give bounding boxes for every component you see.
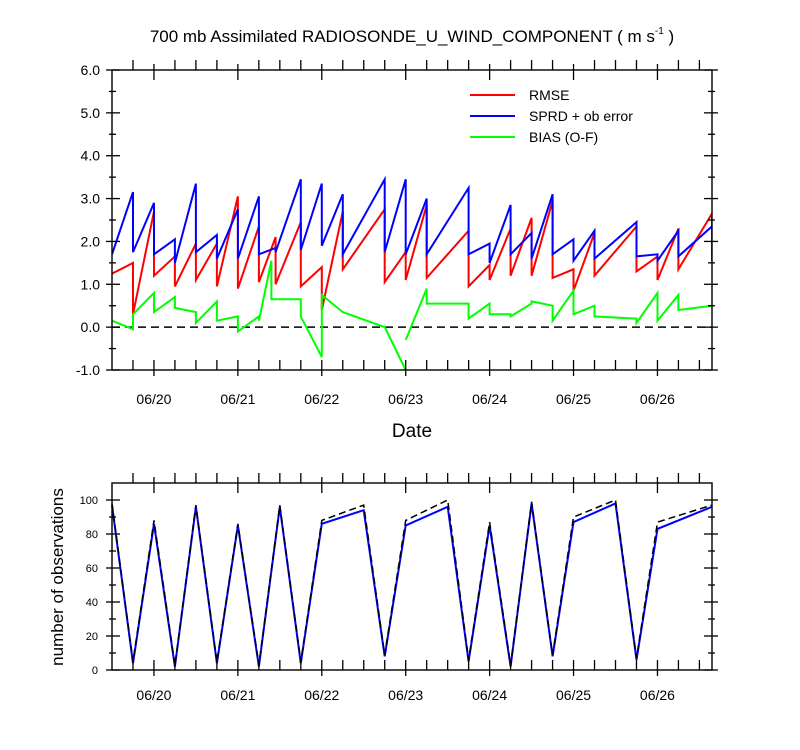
bottom-ytick-label: 20 bbox=[86, 631, 98, 643]
top-ytick-label: 2.0 bbox=[81, 233, 101, 249]
top-ytick-label: 5.0 bbox=[81, 105, 101, 121]
top-xtick-label: 06/25 bbox=[556, 391, 591, 407]
top-ytick-label: 6.0 bbox=[81, 62, 101, 78]
series-line-bias-o-f-part-2 bbox=[404, 287, 712, 341]
legend-label-bias-o-f: BIAS (O-F) bbox=[529, 129, 598, 145]
bottom-xtick-label: 06/24 bbox=[472, 687, 507, 703]
top-series-layer bbox=[112, 175, 712, 370]
top-x-tick-labels: 06/20 06/21 06/22 06/23 06/24 06/25 06/26 bbox=[136, 391, 675, 407]
top-ytick-label: 0.0 bbox=[81, 319, 101, 335]
series-line-sprd-ob-error bbox=[112, 175, 712, 264]
top-xtick-label: 06/24 bbox=[472, 391, 507, 407]
top-xtick-label: 06/26 bbox=[640, 391, 675, 407]
top-ytick-label: 4.0 bbox=[81, 148, 101, 164]
bottom-xtick-label: 06/26 bbox=[640, 687, 675, 703]
chart-title-main: 700 mb Assimilated RADIOSONDE_U_WIND_COM… bbox=[150, 27, 655, 46]
legend-label-rmse: RMSE bbox=[529, 87, 569, 103]
bottom-x-tick-labels: 06/20 06/21 06/22 06/23 06/24 06/25 06/26 bbox=[136, 687, 675, 703]
top-ytick-label: -1.0 bbox=[76, 362, 100, 378]
chart-title: 700 mb Assimilated RADIOSONDE_U_WIND_COM… bbox=[150, 26, 674, 46]
bottom-ytick-label: 0 bbox=[92, 665, 98, 677]
x-axis-label: Date bbox=[392, 421, 432, 442]
bottom-series-layer bbox=[111, 498, 713, 667]
series-line-bias-o-f-part-1 bbox=[112, 260, 407, 370]
top-xtick-label: 06/21 bbox=[220, 391, 255, 407]
bottom-xtick-label: 06/22 bbox=[304, 687, 339, 703]
top-y-tick-labels: -1.0 0.0 1.0 2.0 3.0 4.0 5.0 6.0 bbox=[76, 62, 100, 378]
top-xtick-label: 06/22 bbox=[304, 391, 339, 407]
top-axis-ticks bbox=[106, 60, 718, 376]
legend-label-sprd-ob-error: SPRD + ob error bbox=[529, 108, 633, 124]
top-ytick-label: 1.0 bbox=[81, 276, 101, 292]
series-line-rmse bbox=[112, 196, 712, 315]
top-xtick-label: 06/23 bbox=[388, 391, 423, 407]
legend: RMSE SPRD + ob error BIAS (O-F) bbox=[470, 87, 633, 145]
series-line-possible bbox=[111, 498, 713, 666]
bottom-ytick-label: 100 bbox=[80, 495, 98, 507]
bottom-ytick-label: 60 bbox=[86, 563, 98, 575]
bottom-ytick-label: 40 bbox=[86, 597, 98, 609]
top-xtick-label: 06/20 bbox=[136, 391, 171, 407]
bottom-ytick-label: 80 bbox=[86, 529, 98, 541]
bottom-xtick-label: 06/21 bbox=[220, 687, 255, 703]
bottom-plot-frame bbox=[111, 482, 713, 671]
series-line-used bbox=[111, 501, 713, 667]
bottom-xtick-label: 06/25 bbox=[556, 687, 591, 703]
bottom-y-tick-labels: 0 20 40 60 80 100 bbox=[80, 495, 98, 677]
top-ytick-label: 3.0 bbox=[81, 191, 101, 207]
chart-title-end: ) bbox=[664, 27, 674, 46]
chart-title-sup: -1 bbox=[655, 26, 664, 37]
bottom-xtick-label: 06/23 bbox=[388, 687, 423, 703]
bottom-xtick-label: 06/20 bbox=[136, 687, 171, 703]
y-axis-label-observations: number of observations bbox=[48, 488, 67, 666]
bottom-axis-ticks bbox=[106, 473, 718, 676]
